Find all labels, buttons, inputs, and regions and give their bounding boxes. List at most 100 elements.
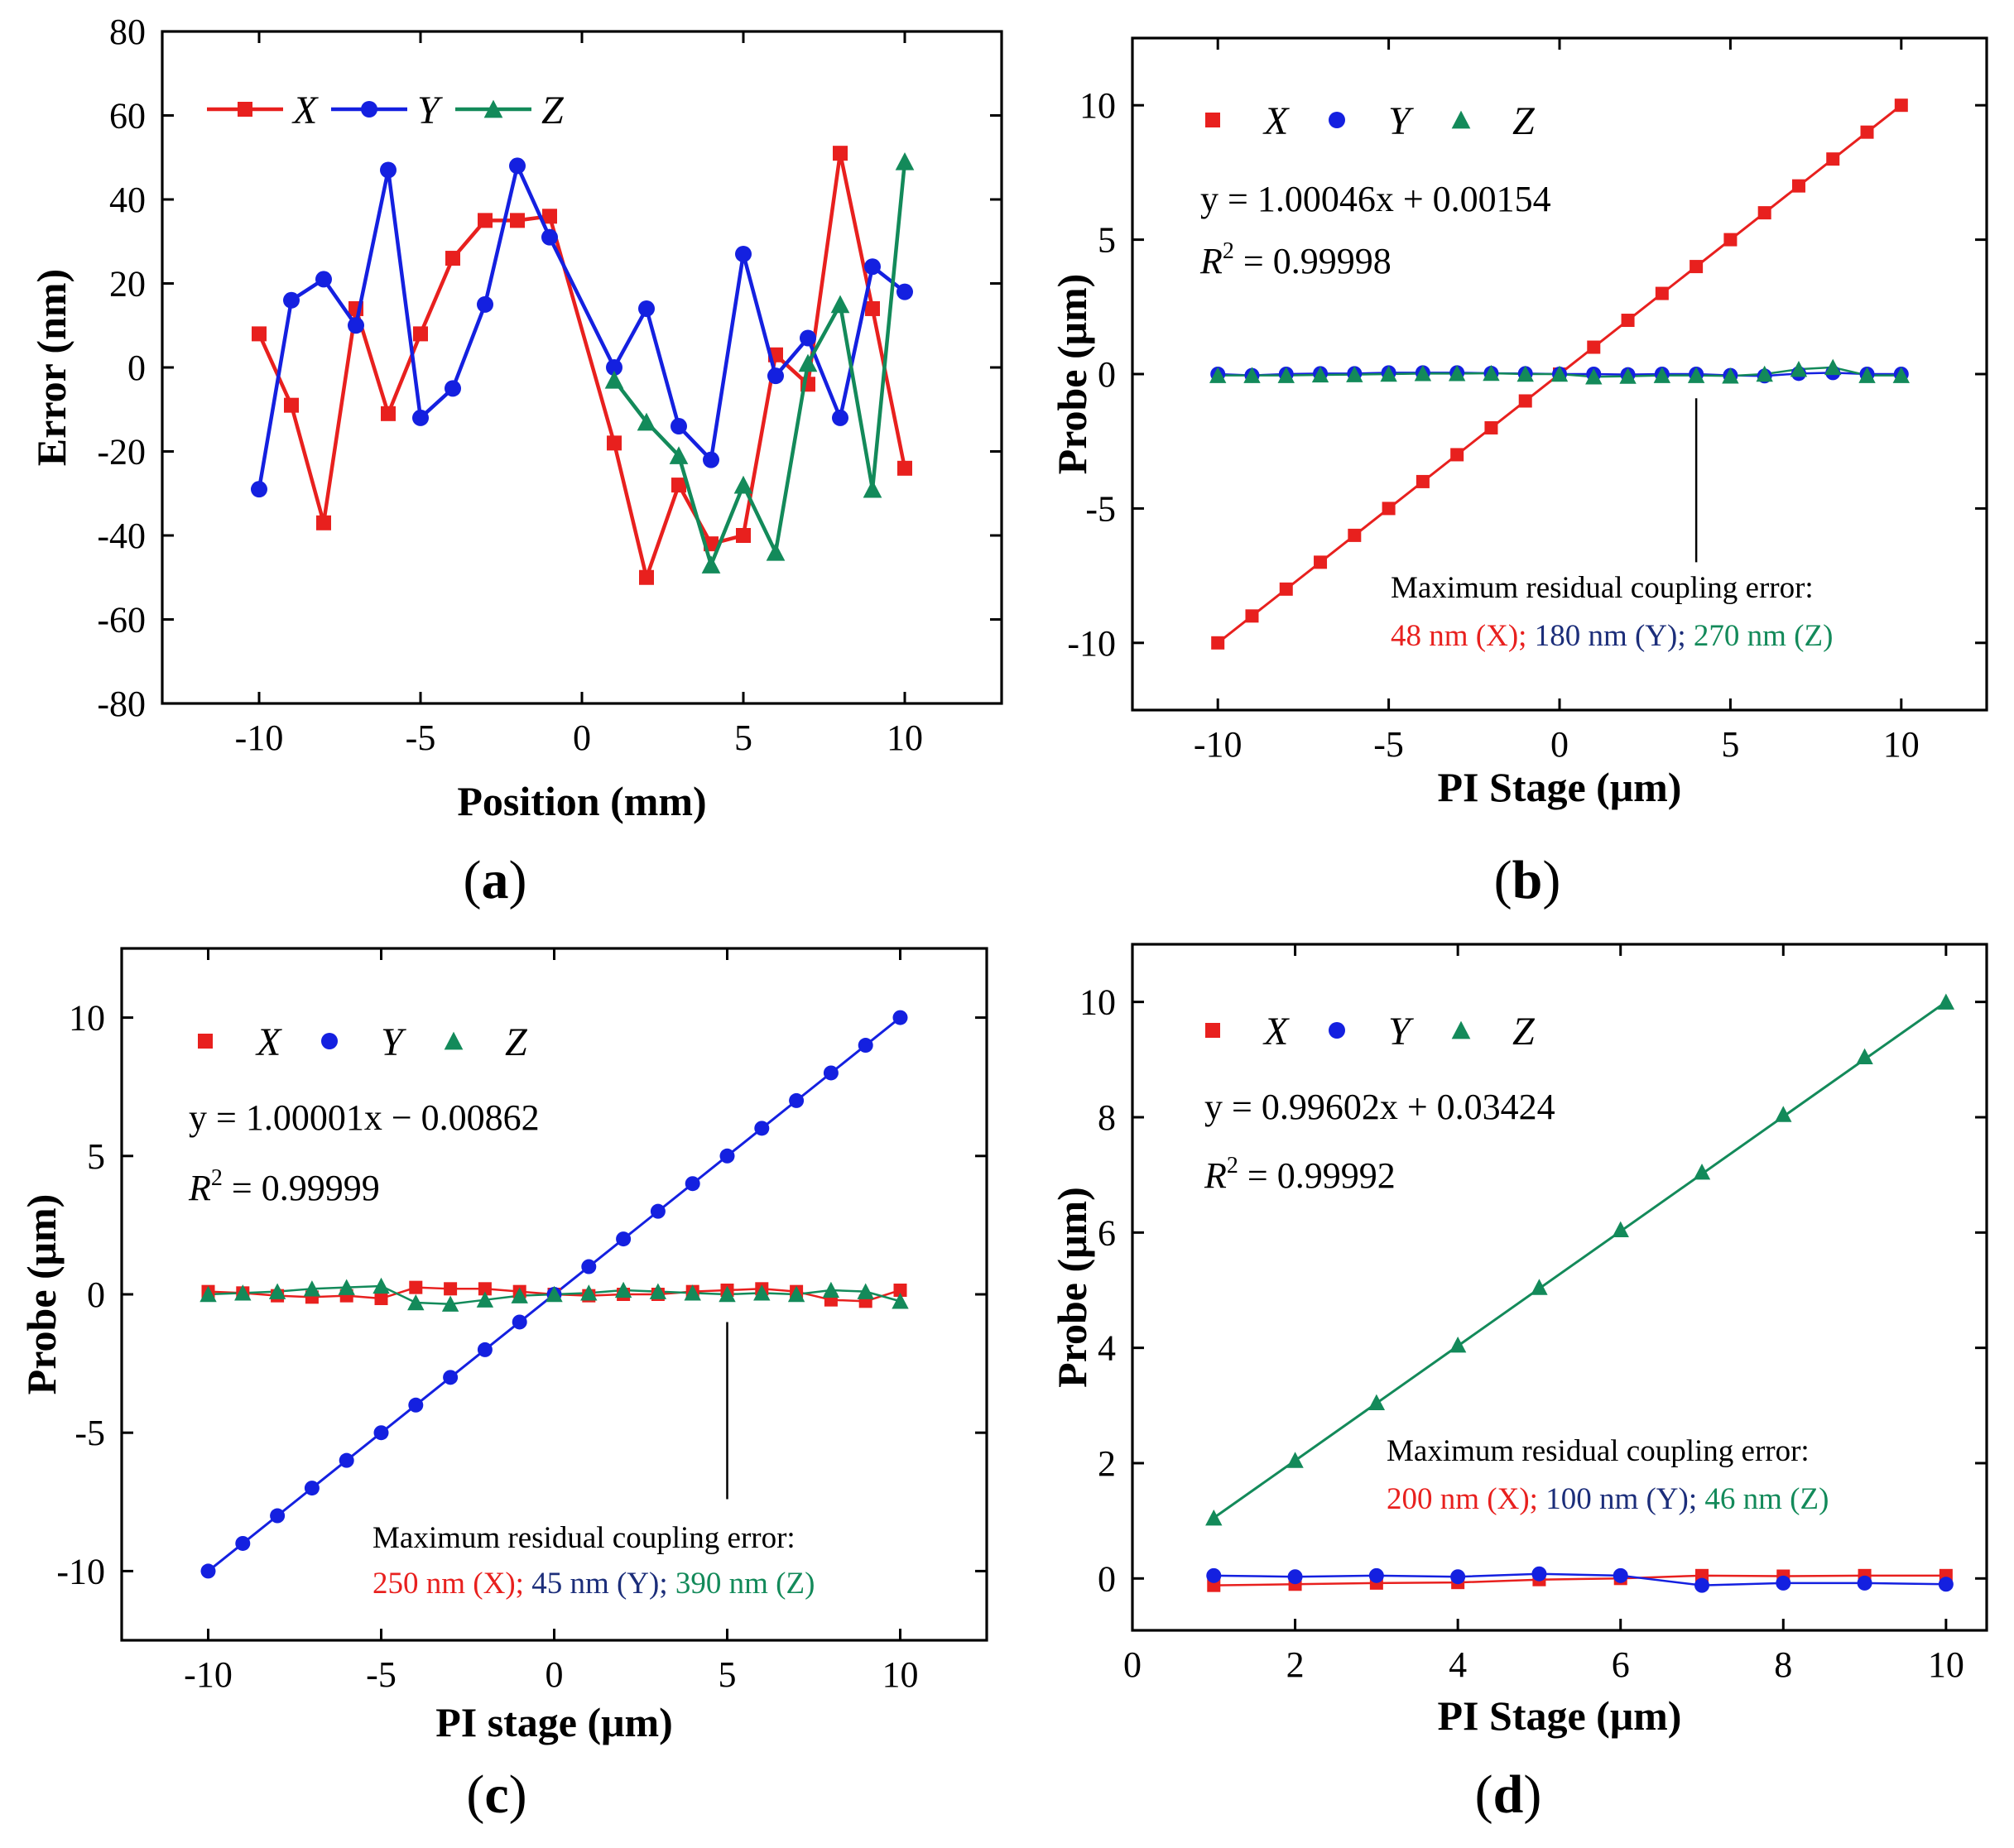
- data-point-z: [892, 1293, 909, 1309]
- legend-label-z: Z: [541, 89, 565, 132]
- legend-label-y: Y: [381, 1020, 406, 1064]
- data-point-x: [865, 300, 880, 316]
- data-point-x: [478, 1282, 492, 1296]
- data-point-z: [1346, 366, 1363, 382]
- data-point-x: [671, 478, 686, 493]
- x-axis-title-b: PI Stage (μm): [1438, 764, 1682, 810]
- data-point-x: [736, 528, 751, 543]
- data-point-y: [270, 1508, 286, 1524]
- data-point-y: [512, 1314, 527, 1330]
- data-point-z: [1483, 364, 1500, 382]
- y-tick-label-a: -60: [97, 600, 146, 641]
- data-point-y: [1694, 1577, 1709, 1593]
- data-point-z: [787, 1285, 805, 1303]
- data-point-z: [1550, 365, 1569, 382]
- y-tick-label-a: 20: [109, 264, 146, 305]
- data-point-z: [1687, 367, 1705, 383]
- panel-a: -10 -5 0 5 10 -80 -60 -40 -20 0 20 40 60 80 Position (…: [28, 12, 1003, 910]
- x-tick-label-c: -10: [184, 1654, 233, 1695]
- data-point-z: [701, 555, 721, 574]
- data-point-y: [671, 418, 687, 435]
- legend-marker-z: [444, 1031, 464, 1050]
- data-point-x: [445, 251, 460, 266]
- data-point-y: [754, 1121, 770, 1136]
- data-point-x: [284, 397, 299, 413]
- data-point-y: [339, 1452, 354, 1468]
- data-point-x: [1860, 125, 1874, 139]
- legend-marker-z: [483, 99, 503, 118]
- y-axis-title-b: Probe (μm): [1049, 274, 1095, 475]
- data-point-z: [1368, 1394, 1386, 1411]
- data-point-y: [477, 1342, 493, 1357]
- fit-equation-b: y = 1.00046x + 0.00154: [1200, 179, 1551, 219]
- data-point-x: [409, 1280, 423, 1294]
- data-point-z: [1380, 365, 1397, 382]
- panel-c: -10 -5 0 5 10 -10 -5 0 5 10 PI stage (μm) Probe (μm…: [18, 947, 988, 1825]
- y-axis-title-d: Probe (μm): [1049, 1187, 1095, 1388]
- data-point-z: [766, 542, 786, 561]
- legend-marker-y: [1329, 112, 1345, 128]
- x-tick-label-b: 5: [1721, 724, 1739, 765]
- legend-label-x: X: [1262, 1010, 1290, 1054]
- y-tick-label-b: 10: [1079, 85, 1116, 126]
- series-line-x: [1214, 1574, 1946, 1586]
- data-point-z: [1517, 365, 1534, 382]
- plot-frame-a: [161, 30, 1003, 705]
- data-point-y: [650, 1203, 666, 1219]
- data-point-y: [1206, 1567, 1222, 1583]
- data-point-z: [546, 1285, 563, 1303]
- data-point-z: [1722, 367, 1739, 384]
- y-tick-label-a: -40: [97, 516, 146, 556]
- data-point-x: [1587, 340, 1601, 354]
- x-tick-label-a: -10: [235, 718, 284, 758]
- data-point-z: [441, 1295, 459, 1312]
- data-point-z: [719, 1285, 736, 1303]
- data-point-x: [1791, 179, 1805, 193]
- data-point-z: [857, 1283, 874, 1299]
- data-point-y: [735, 245, 752, 262]
- data-point-y: [541, 228, 558, 246]
- series-x: [1211, 98, 1908, 650]
- series-line-z: [613, 161, 907, 567]
- data-point-y: [251, 481, 267, 498]
- x-tick-label-b: 0: [1550, 724, 1569, 765]
- x-tick-label-c: 10: [882, 1654, 919, 1695]
- data-point-y: [445, 380, 461, 397]
- x-axis-title-c: PI stage (μm): [435, 1699, 673, 1745]
- r-squared-d: R2 = 0.99992: [1204, 1153, 1396, 1196]
- data-point-x: [1690, 260, 1704, 274]
- legend-marker-x: [198, 1034, 213, 1049]
- data-point-x: [413, 326, 428, 342]
- annotation-title-b: Maximum residual coupling error:: [1391, 571, 1814, 605]
- data-point-z: [684, 1284, 701, 1301]
- data-point-z: [1277, 367, 1295, 383]
- y-tick-label-a: 0: [127, 348, 146, 388]
- fit-equation-d: y = 0.99602x + 0.03424: [1204, 1087, 1555, 1127]
- x-tick-label-b: 10: [1883, 724, 1920, 765]
- series-z: [199, 1277, 909, 1312]
- data-point-y: [703, 451, 719, 468]
- data-point-y: [1531, 1566, 1547, 1582]
- data-point-y: [823, 1065, 839, 1081]
- x-tick-label-d: 4: [1449, 1644, 1467, 1685]
- r-squared-b: R2 = 0.99998: [1199, 238, 1392, 281]
- data-point-y: [477, 295, 493, 313]
- data-point-x: [639, 569, 654, 585]
- legend-label-y: Y: [1388, 99, 1414, 143]
- data-point-z: [1824, 358, 1842, 376]
- data-point-z: [1790, 360, 1808, 377]
- data-point-y: [638, 300, 655, 317]
- panel-label-c: (c): [466, 1764, 526, 1825]
- data-point-z: [1449, 1336, 1467, 1353]
- y-tick-label-d: 0: [1098, 1558, 1116, 1599]
- data-point-z: [830, 295, 850, 314]
- data-point-y: [685, 1176, 700, 1192]
- data-point-z: [234, 1284, 252, 1301]
- data-point-x: [1211, 636, 1225, 650]
- data-point-z: [1756, 365, 1773, 382]
- data-point-y: [412, 409, 429, 426]
- panel-d: 0 2 4 6 8 10 0 2 4 6 8 10 PI Stage (μm) Probe (μm) (d)…: [1049, 943, 1988, 1825]
- data-point-z: [1286, 1452, 1304, 1468]
- data-point-y: [892, 1010, 908, 1025]
- y-tick-label-d: 8: [1098, 1097, 1116, 1138]
